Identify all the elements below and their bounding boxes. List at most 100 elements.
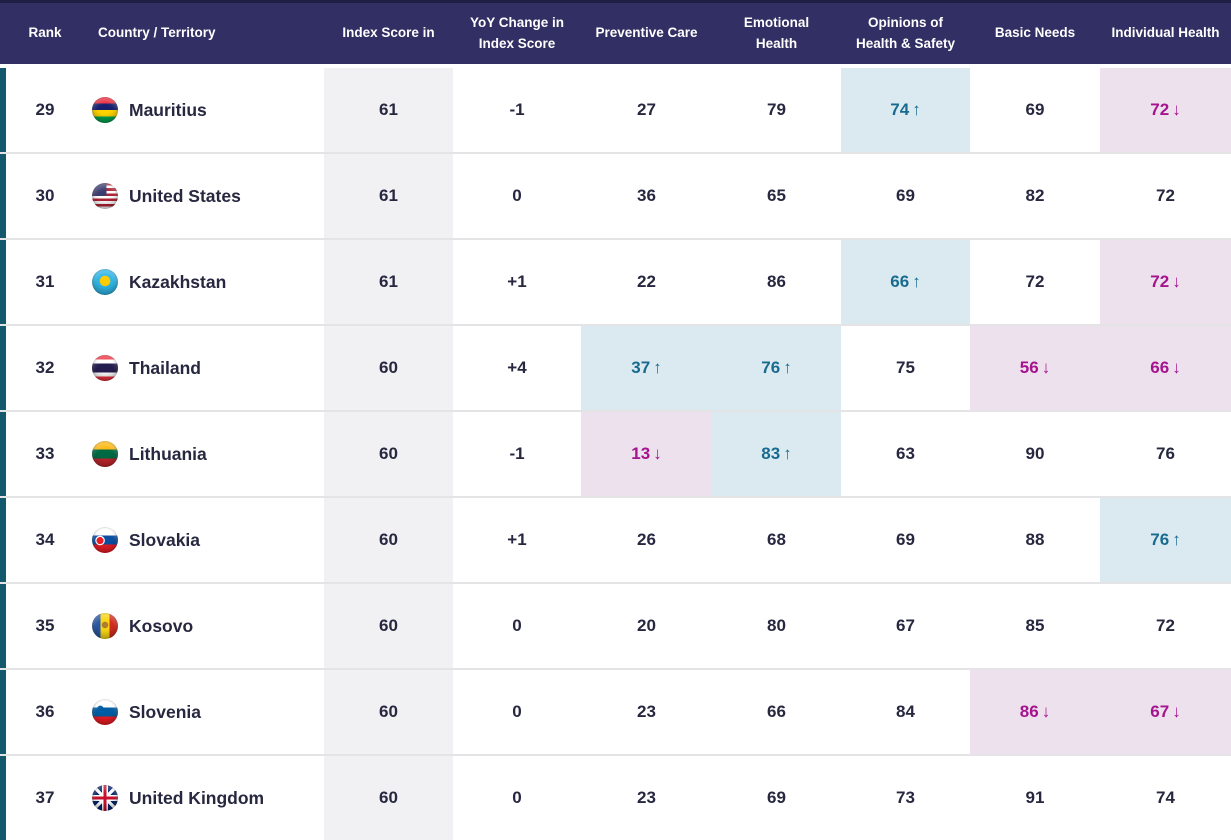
metric-cell: 88 <box>970 498 1100 582</box>
metric-cell: 72 <box>1100 584 1231 668</box>
metric-cell: 72 <box>1100 154 1231 238</box>
metric-value: 66 <box>767 702 786 721</box>
metric-value: 91 <box>1025 788 1045 807</box>
index-score-cell: 60 <box>324 326 453 410</box>
country-cell: Lithuania <box>90 412 324 496</box>
kazakhstan-flag <box>92 269 118 295</box>
metric-value: 83 <box>761 444 781 463</box>
table-row: 31 Kazakhstan 61 +1 22 86 66 ↑ 72 72 ↓ <box>0 240 1231 326</box>
country-cell: Kazakhstan <box>90 240 324 324</box>
table-row: 33 Lithuania 60 -1 13 ↓ 83 ↑ 63 90 76 <box>0 412 1231 498</box>
metric-value: 88 <box>1025 530 1045 549</box>
index-score-cell: 60 <box>324 412 453 496</box>
yoy-change-cell: +4 <box>507 358 527 377</box>
metric-cell: 65 <box>712 154 841 238</box>
up-arrow-icon: ↑ <box>912 100 921 119</box>
up-arrow-icon: ↑ <box>1172 530 1181 549</box>
country-name: United Kingdom <box>129 787 265 808</box>
metric-value: 13 <box>631 444 651 463</box>
metric-value: 72 <box>1150 100 1170 119</box>
yoy-change-cell: +1 <box>507 530 527 549</box>
country-name: Slovakia <box>129 529 201 550</box>
metric-cell: 23 <box>581 670 712 754</box>
country-cell: United States <box>90 154 324 238</box>
metric-cell: 75 <box>841 326 970 410</box>
index-score-cell: 60 <box>324 670 453 754</box>
up-arrow-icon: ↑ <box>783 444 792 463</box>
rank-cell: 31 <box>35 272 55 291</box>
metric-value: 74 <box>890 100 910 119</box>
metric-cell: 66 <box>712 670 841 754</box>
rank-cell: 34 <box>35 530 55 549</box>
metric-value: 66 <box>1150 358 1170 377</box>
metric-cell: 69 <box>970 68 1100 152</box>
metric-value: 56 <box>1019 358 1039 377</box>
rank-cell: 32 <box>35 358 55 377</box>
country-cell: Thailand <box>90 326 324 410</box>
table-row: 29 Mauritius 61 -1 27 79 74 ↑ 69 72 ↓ <box>0 68 1231 154</box>
country-cell: Slovakia <box>90 498 324 582</box>
metric-cell: 76 <box>1100 412 1231 496</box>
metric-cell: 66 ↓ <box>1100 326 1231 410</box>
united-states-flag <box>92 183 118 209</box>
metric-cell: 66 ↑ <box>841 240 970 324</box>
index-score-cell: 61 <box>324 68 453 152</box>
metric-value: 86 <box>767 272 786 291</box>
yoy-change-cell: 0 <box>512 788 522 807</box>
metric-value: 37 <box>631 358 651 377</box>
country-cell: Mauritius <box>90 68 324 152</box>
metric-value: 26 <box>637 530 656 549</box>
metric-cell: 84 <box>841 670 970 754</box>
yoy-change-cell: 0 <box>512 186 522 205</box>
country-name: Kosovo <box>129 615 194 636</box>
metric-cell: 79 <box>712 68 841 152</box>
metric-cell: 69 <box>712 756 841 840</box>
metric-cell: 13 ↓ <box>581 412 712 496</box>
table-row: 35 Kosovo 60 0 20 80 67 85 72 <box>0 584 1231 670</box>
kosovo-flag <box>92 613 118 639</box>
metric-cell: 90 <box>970 412 1100 496</box>
metric-cell: 36 <box>581 154 712 238</box>
metric-value: 86 <box>1019 702 1039 721</box>
column-header-country: Country / Territory <box>98 25 216 41</box>
metric-cell: 27 <box>581 68 712 152</box>
metric-cell: 72 ↓ <box>1100 240 1231 324</box>
metric-cell: 72 <box>970 240 1100 324</box>
up-arrow-icon: ↑ <box>912 272 921 291</box>
metric-value: 80 <box>767 616 786 635</box>
metric-cell: 67 <box>841 584 970 668</box>
metric-cell: 26 <box>581 498 712 582</box>
metric-value: 20 <box>637 616 656 635</box>
index-score-cell: 61 <box>324 154 453 238</box>
metric-cell: 76 ↑ <box>1100 498 1231 582</box>
metric-value: 65 <box>767 186 786 205</box>
metric-value: 82 <box>1025 186 1045 205</box>
yoy-change-cell: +1 <box>507 272 527 291</box>
metric-cell: 83 ↑ <box>712 412 841 496</box>
country-name: United States <box>129 185 241 206</box>
down-arrow-icon: ↓ <box>1172 272 1181 291</box>
table-body: 29 Mauritius 61 -1 27 79 74 ↑ 69 72 ↓ <box>0 68 1231 840</box>
column-header-index-score: Index Score in <box>342 25 435 41</box>
rank-cell: 35 <box>35 616 55 635</box>
down-arrow-icon: ↓ <box>1041 358 1051 377</box>
metric-value: 76 <box>1156 444 1175 463</box>
metric-value: 23 <box>637 788 656 807</box>
metric-value: 72 <box>1025 272 1045 291</box>
metric-cell: 74 ↑ <box>841 68 970 152</box>
metric-value: 76 <box>761 358 781 377</box>
metric-cell: 86 <box>712 240 841 324</box>
metric-value: 72 <box>1150 272 1170 291</box>
column-header-basic-needs: Basic Needs <box>994 25 1076 41</box>
up-arrow-icon: ↑ <box>783 358 792 377</box>
metric-cell: 69 <box>841 154 970 238</box>
country-name: Lithuania <box>129 443 207 464</box>
country-cell: Slovenia <box>90 670 324 754</box>
column-header-individual-health: Individual Health <box>1111 25 1220 41</box>
metric-value: 36 <box>637 186 656 205</box>
yoy-change-cell: 0 <box>512 616 522 635</box>
column-header-opinions-health-safety: Opinions of Health & Safety <box>855 15 956 51</box>
rank-cell: 29 <box>35 100 55 119</box>
down-arrow-icon: ↓ <box>1172 358 1181 377</box>
slovakia-flag <box>92 527 118 553</box>
